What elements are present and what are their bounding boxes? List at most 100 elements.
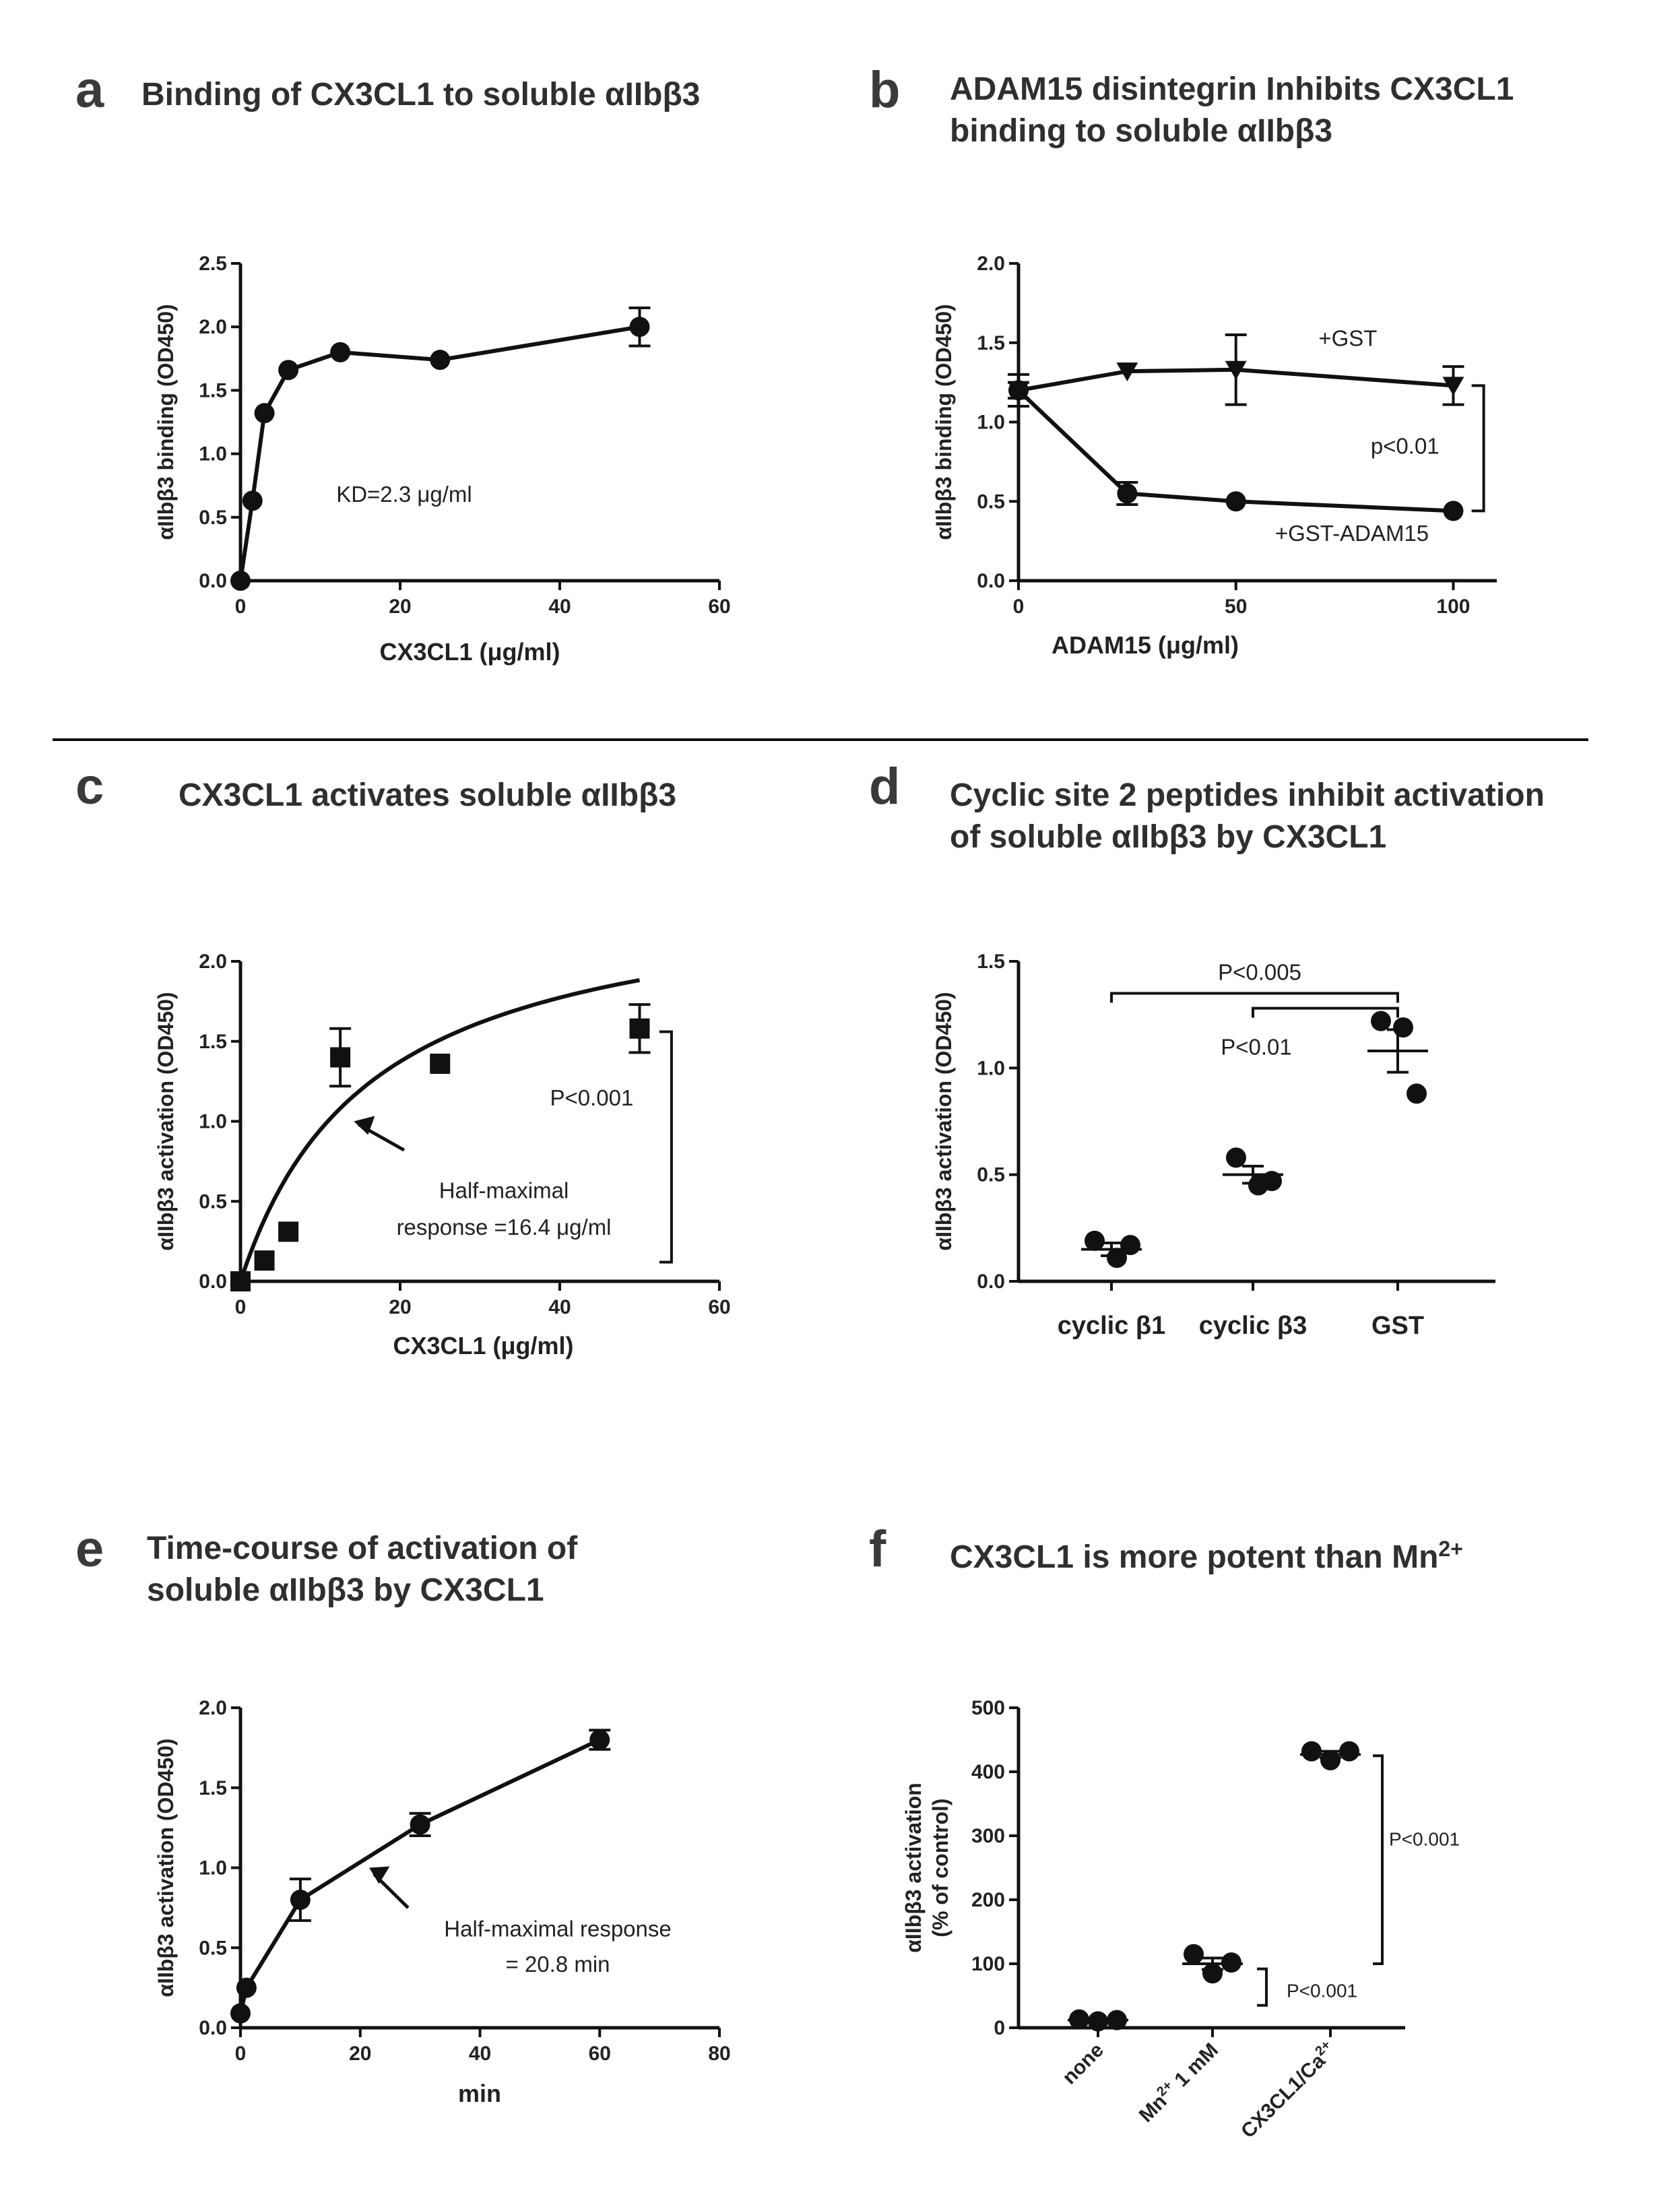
panel-letter-f: f	[869, 1520, 886, 1578]
category-label-d: GST	[1371, 1312, 1424, 1340]
x-tick-label-e: 60	[589, 2043, 611, 2065]
x-axis-label-e: min	[458, 2080, 501, 2107]
category-label-f: CX3CL1/Ca2+	[1235, 2037, 1340, 2142]
annotation-e: Half-maximal response	[444, 1917, 671, 1942]
significance-bracket-d	[1252, 1006, 1399, 1018]
x-axis-label-c: CX3CL1 (μg/ml)	[393, 1332, 573, 1359]
annotation-c: Half-maximal	[439, 1178, 569, 1203]
data-point-e	[410, 1814, 430, 1835]
panel-title-f-sup: 2+	[1438, 1537, 1463, 1561]
y-tick-label-c: 0.0	[199, 1271, 227, 1293]
significance-bracket-f	[1373, 1754, 1384, 1965]
y-tick-label-f: 0	[994, 2017, 1005, 2039]
annotation-f: P<0.001	[1389, 1828, 1460, 1849]
panel-letter-e: e	[75, 1520, 104, 1578]
y-tick-label-e: 1.5	[199, 1777, 227, 1799]
annotation-c: P<0.001	[550, 1085, 633, 1110]
data-point-d	[1226, 1147, 1246, 1168]
y-tick-label-a: 1.5	[199, 379, 227, 402]
category-label-f: Mn2+ 1 mM	[1134, 2037, 1223, 2126]
x-tick-label-c: 60	[708, 1296, 730, 1318]
data-point-f	[1221, 1952, 1241, 1973]
category-label-f-text: none	[1058, 2039, 1108, 2089]
data-point-a	[629, 317, 650, 338]
y-axis-label-a: αIIbβ3 binding (OD450)	[154, 304, 178, 540]
y-tick-label-d: 1.5	[977, 951, 1005, 973]
data-point-c	[629, 1018, 650, 1039]
y-axis-label-f: (% of control)	[928, 1798, 952, 1937]
data-point-a	[330, 342, 351, 362]
panel-letter-b: b	[869, 61, 901, 119]
annotation-d: P<0.01	[1221, 1035, 1292, 1060]
data-point-d	[1371, 1011, 1391, 1031]
data-point-f	[1320, 1750, 1340, 1770]
y-tick-label-e: 1.0	[199, 1857, 227, 1880]
data-point-f	[1069, 2009, 1089, 2030]
data-point-b	[1008, 380, 1029, 401]
data-point-b	[1443, 501, 1464, 521]
y-tick-label-a: 0.5	[199, 507, 227, 529]
panel-title-c: CX3CL1 activates soluble αIIbβ3	[179, 775, 676, 816]
y-tick-label-d: 0.0	[977, 1271, 1005, 1293]
data-point-d	[1262, 1171, 1282, 1192]
x-tick-label-a: 60	[708, 596, 730, 618]
data-point-a	[254, 403, 275, 424]
data-point-b	[1442, 377, 1464, 396]
data-point-c	[254, 1250, 275, 1271]
y-axis-label-e: αIIbβ3 activation (OD450)	[154, 1738, 178, 1997]
data-point-b	[1116, 362, 1138, 382]
x-tick-label-e: 20	[349, 2043, 371, 2065]
data-point-f	[1107, 2010, 1127, 2030]
annotation-a: KD=2.3 μg/ml	[336, 482, 472, 507]
series-line-b	[1018, 367, 1454, 393]
annotation-f: P<0.001	[1287, 1980, 1357, 2001]
x-tick-label-c: 40	[548, 1296, 571, 1318]
y-tick-label-b: 0.5	[977, 490, 1005, 513]
data-point-c	[430, 1054, 451, 1074]
category-label-d: cyclic β3	[1199, 1312, 1307, 1340]
category-label-f-suffix: 1 mM	[1166, 2039, 1222, 2095]
panel-title-e-line-1: Time-course of activation of	[147, 1531, 578, 1566]
data-point-f	[1301, 1741, 1322, 1762]
y-axis-label-d: αIIbβ3 activation (OD450)	[932, 992, 956, 1250]
significance-bracket-b	[1471, 384, 1485, 513]
y-axis-label-b: αIIbβ3 binding (OD450)	[932, 304, 956, 540]
y-tick-label-e: 2.0	[199, 1697, 227, 1719]
data-point-f	[1184, 1944, 1204, 1964]
y-tick-label-c: 0.5	[199, 1190, 227, 1213]
annotation-b: +GST	[1318, 325, 1377, 350]
y-tick-label-f: 100	[971, 1953, 1005, 1975]
x-tick-label-e: 40	[469, 2043, 491, 2065]
y-tick-label-e: 0.0	[199, 2017, 227, 2039]
panel-title-f-text: CX3CL1 is more potent than Mn	[950, 1539, 1439, 1575]
x-tick-label-a: 40	[548, 596, 571, 618]
panel-title-a: Binding of CX3CL1 to soluble αIIbβ3	[141, 74, 700, 116]
panel-title-b-line-1: ADAM15 disintegrin Inhibits CX3CL1	[950, 71, 1514, 107]
annotation-b: +GST-ADAM15	[1275, 521, 1429, 546]
panel-title-e-line-2: soluble αIIbβ3 by CX3CL1	[147, 1572, 544, 1608]
y-tick-label-b: 1.5	[977, 332, 1005, 354]
y-tick-label-b: 0.0	[977, 570, 1005, 592]
data-point-f	[1202, 1963, 1223, 1984]
data-point-c	[230, 1271, 251, 1291]
category-label-d: cyclic β1	[1058, 1312, 1166, 1340]
panel-title-f: CX3CL1 is more potent than Mn2+	[950, 1528, 1463, 1578]
significance-bracket-d	[1110, 992, 1399, 1003]
data-point-a	[230, 571, 251, 591]
x-axis-label-b: ADAM15 (μg/ml)	[1052, 631, 1239, 659]
series-line-b	[1016, 389, 1454, 513]
x-tick-label-e: 80	[708, 2043, 730, 2065]
y-tick-label-f: 500	[971, 1697, 1005, 1719]
arrow-head-e	[369, 1866, 390, 1884]
data-point-c	[330, 1047, 351, 1068]
annotation-d: P<0.005	[1218, 960, 1301, 985]
panel-title-d-line-2: of soluble αIIbβ3 by CX3CL1	[950, 819, 1387, 855]
x-tick-label-b: 0	[1013, 596, 1025, 618]
panel-title-d: Cyclic site 2 peptides inhibit activatio…	[950, 775, 1545, 858]
y-tick-label-a: 0.0	[199, 570, 227, 592]
y-axis-label-c: αIIbβ3 activation (OD450)	[154, 992, 178, 1250]
panel-title-d-line-1: Cyclic site 2 peptides inhibit activatio…	[950, 777, 1545, 813]
panel-title-c-line-1: CX3CL1 activates soluble αIIbβ3	[179, 777, 677, 813]
annotation-b: p<0.01	[1371, 434, 1440, 459]
